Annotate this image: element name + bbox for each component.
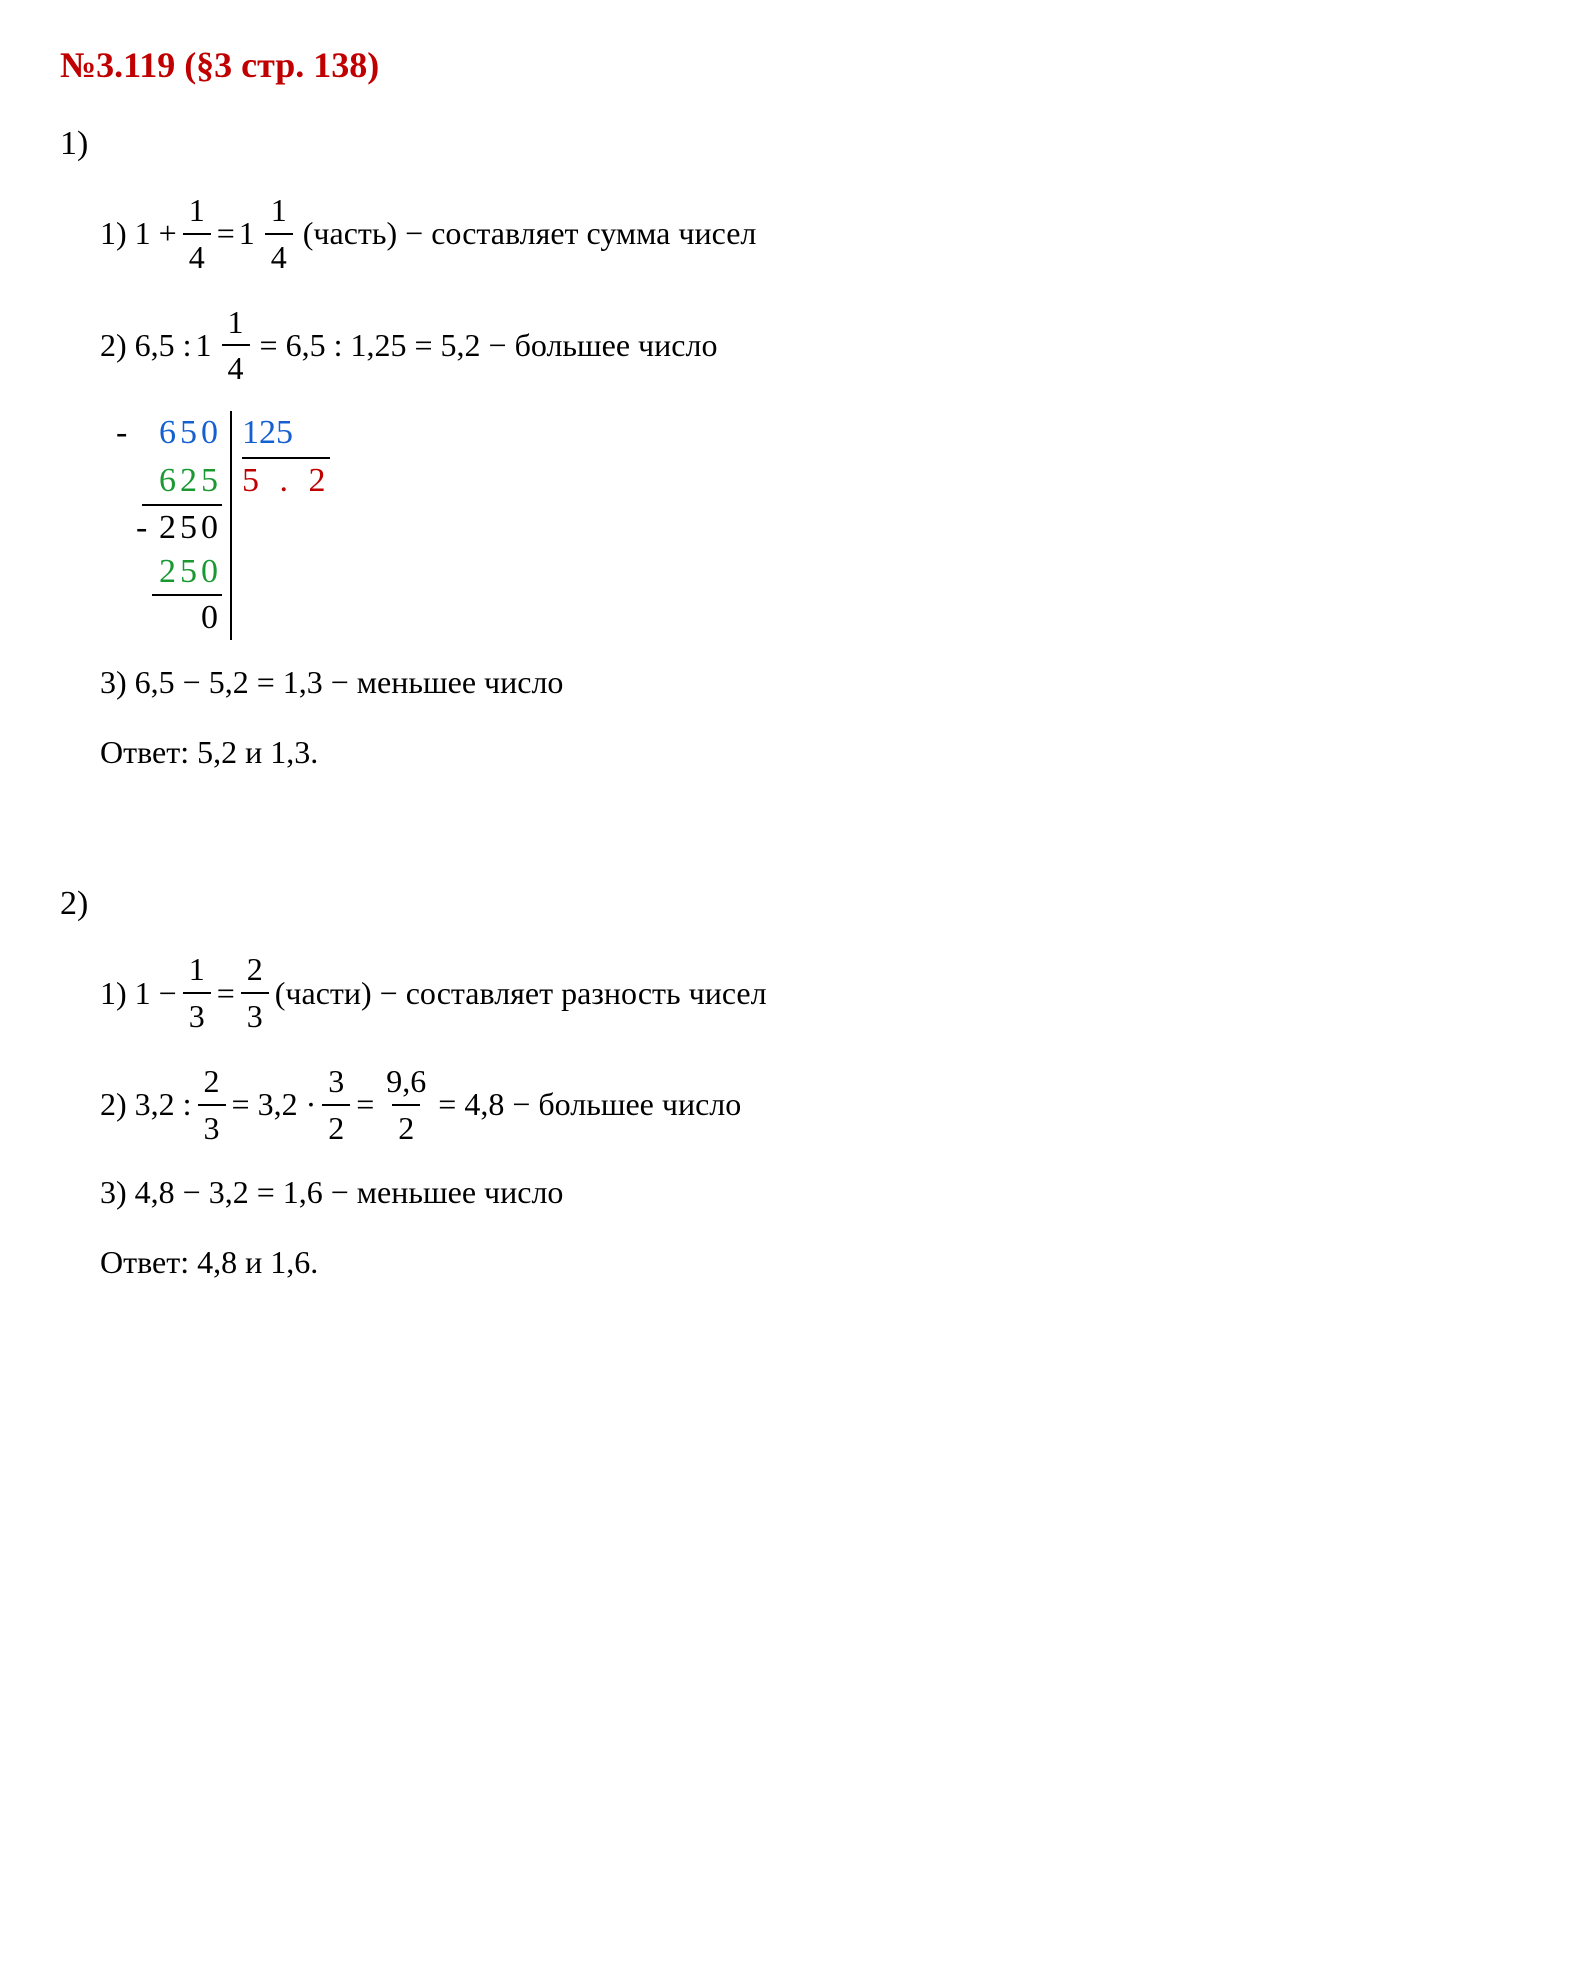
- long-division: - 650 125 625 5 . 2 - 250 250: [120, 411, 1531, 640]
- text-suffix: (часть) − составляет сумма чисел: [303, 211, 757, 256]
- text-mid: = 3,2 ·: [232, 1082, 317, 1127]
- problem-2-step-2: 2) 3,2 : 2 3 = 3,2 · 3 2 = 9,6 2 = 4,8 −…: [100, 1059, 1531, 1151]
- denominator: 3: [183, 992, 211, 1039]
- numerator: 1: [222, 300, 250, 345]
- equals: =: [217, 211, 235, 256]
- fraction: 1 4: [265, 188, 293, 280]
- denominator: 4: [265, 233, 293, 280]
- problem-2-number: 2): [60, 880, 1531, 928]
- page-title: №3.119 (§3 стр. 138): [60, 40, 1531, 90]
- text-prefix: 2) 3,2 :: [100, 1082, 192, 1127]
- problem-1-step-1: 1) 1 + 1 4 = 1 1 4 (часть) − составляет …: [100, 188, 1531, 280]
- denominator: 3: [198, 1104, 226, 1151]
- text-prefix: 1) 1 +: [100, 211, 177, 256]
- problem-2-step-3: 3) 4,8 − 3,2 = 1,6 − меньшее число: [100, 1170, 1531, 1215]
- numerator: 3: [322, 1059, 350, 1104]
- mixed-number: 1 1 4: [239, 188, 299, 280]
- text-suffix: (части) − составляет разность чисел: [275, 971, 767, 1016]
- fraction: 9,6 2: [380, 1059, 432, 1151]
- quotient: 5 . 2: [242, 459, 332, 503]
- text-rest: = 6,5 : 1,25 = 5,2 − большее число: [260, 323, 718, 368]
- text-prefix: 1) 1 −: [100, 971, 177, 1016]
- denominator: 3: [241, 992, 269, 1039]
- minus-sign: -: [116, 411, 127, 455]
- remainder: 250: [159, 509, 222, 546]
- problem-2-step-1: 1) 1 − 1 3 = 2 3 (части) − составляет ра…: [100, 947, 1531, 1039]
- fraction: 1 4: [183, 188, 211, 280]
- final-remainder: 0: [201, 599, 222, 636]
- numerator: 1: [265, 188, 293, 233]
- numerator: 1: [183, 188, 211, 233]
- divisor: 125: [242, 411, 330, 459]
- problem-2-answer: Ответ: 4,8 и 1,6.: [100, 1240, 1531, 1285]
- fraction: 1 4: [222, 300, 250, 392]
- problem-1-step-3: 3) 6,5 − 5,2 = 1,3 − меньшее число: [100, 660, 1531, 705]
- problem-1-answer: Ответ: 5,2 и 1,3.: [100, 730, 1531, 775]
- dividend: 650: [159, 414, 222, 451]
- fraction: 1 3: [183, 947, 211, 1039]
- denominator: 4: [222, 344, 250, 391]
- numerator: 2: [241, 947, 269, 992]
- text-prefix: 2) 6,5 :: [100, 323, 192, 368]
- numerator: 1: [183, 947, 211, 992]
- subtrahend: 625: [159, 462, 222, 499]
- whole-part: 1: [196, 323, 212, 368]
- subtrahend: 250: [159, 553, 222, 590]
- denominator: 2: [322, 1104, 350, 1151]
- problem-1-number: 1): [60, 120, 1531, 168]
- numerator: 9,6: [380, 1059, 432, 1104]
- fraction: 2 3: [241, 947, 269, 1039]
- denominator: 2: [392, 1104, 420, 1151]
- fraction: 2 3: [198, 1059, 226, 1151]
- equals: =: [217, 971, 235, 1016]
- numerator: 2: [198, 1059, 226, 1104]
- text-mid: =: [356, 1082, 374, 1127]
- text-suffix: = 4,8 − большее число: [438, 1082, 741, 1127]
- whole-part: 1: [239, 211, 255, 256]
- problem-1-step-2: 2) 6,5 : 1 1 4 = 6,5 : 1,25 = 5,2 − боль…: [100, 300, 1531, 392]
- denominator: 4: [183, 233, 211, 280]
- fraction: 3 2: [322, 1059, 350, 1151]
- mixed-number: 1 1 4: [196, 300, 256, 392]
- minus-sign: -: [136, 506, 147, 550]
